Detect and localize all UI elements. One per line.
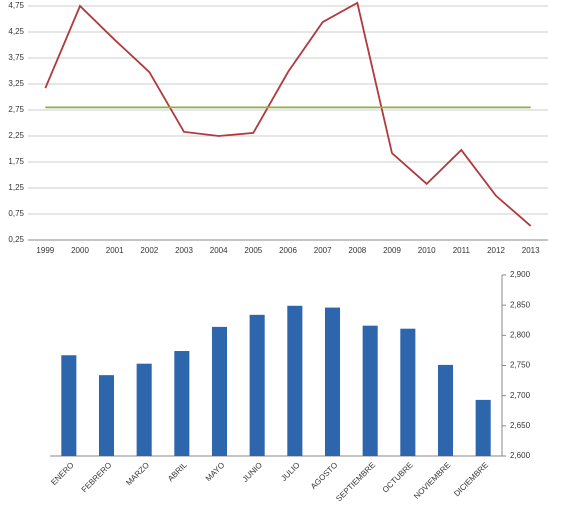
x-tick-label: 2002 — [140, 246, 158, 255]
x-tick-label: JULIO — [279, 461, 301, 483]
x-tick-label: MAYO — [204, 461, 227, 484]
y-tick-label: 1,25 — [8, 183, 24, 192]
y-tick-label: 2,900 — [510, 270, 531, 279]
bar — [249, 314, 265, 456]
x-tick-label: 2007 — [314, 246, 332, 255]
y-tick-label: 4,75 — [8, 1, 24, 10]
x-tick-label: 2003 — [175, 246, 193, 255]
line-series — [44, 1, 532, 227]
x-tick-label: 2004 — [210, 246, 228, 255]
x-tick-label: 1999 — [36, 246, 54, 255]
x-tick-label: JUNIO — [241, 461, 264, 484]
x-tick-label: ABRIL — [166, 460, 189, 483]
y-tick-label: 2,850 — [510, 300, 531, 309]
x-tick-label: MARZO — [124, 461, 151, 488]
x-tick-label: 2005 — [244, 246, 262, 255]
bar — [136, 363, 152, 456]
y-tick-label: 2,800 — [510, 330, 531, 339]
y-tick-label: 2,750 — [510, 361, 531, 370]
bar — [174, 351, 190, 456]
x-tick-label: 2010 — [418, 246, 436, 255]
x-tick-label: 2006 — [279, 246, 297, 255]
y-tick-label: 3,25 — [8, 79, 24, 88]
x-tick-label: 2008 — [348, 246, 366, 255]
y-tick-label: 2,650 — [510, 421, 531, 430]
bar — [211, 326, 228, 456]
y-tick-label: 2,700 — [510, 391, 531, 400]
x-tick-label: 2013 — [522, 246, 540, 255]
bar — [287, 305, 303, 456]
x-tick-label: NOVIEMBRE — [412, 461, 452, 501]
x-tick-label: AGOSTO — [309, 461, 339, 491]
y-tick-label: 4,25 — [8, 27, 24, 36]
y-tick-label: 0,75 — [8, 209, 24, 218]
x-tick-label: 2012 — [487, 246, 505, 255]
bar — [362, 325, 378, 456]
bar — [475, 399, 491, 456]
x-tick-label: ENERO — [49, 461, 75, 487]
x-tick-label: SEPTIEMBRE — [334, 461, 377, 504]
y-tick-label: 1,75 — [8, 157, 24, 166]
bar — [324, 307, 341, 456]
x-tick-label: FEBRERO — [80, 461, 114, 495]
x-tick-label: 2011 — [453, 246, 471, 255]
bar — [61, 355, 77, 456]
x-tick-label: OCTUBRE — [381, 461, 415, 495]
x-tick-label: 2000 — [71, 246, 89, 255]
x-tick-label: DICIEMBRE — [452, 461, 490, 499]
y-tick-label: 2,600 — [510, 451, 531, 460]
bar — [400, 328, 416, 456]
y-tick-label: 2,75 — [8, 105, 24, 114]
bar — [98, 375, 115, 456]
y-tick-label: 0,25 — [8, 235, 24, 244]
y-tick-label: 2,25 — [8, 131, 24, 140]
y-tick-label: 3,75 — [8, 53, 24, 62]
x-tick-label: 2009 — [383, 246, 401, 255]
bar — [437, 364, 454, 456]
x-tick-label: 2001 — [106, 246, 124, 255]
